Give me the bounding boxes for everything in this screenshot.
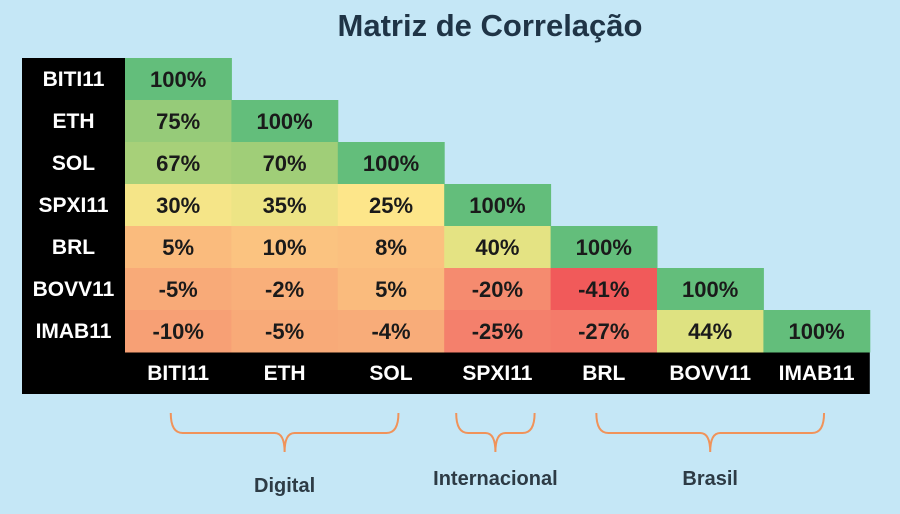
matrix-cell-sol-eth bbox=[231, 142, 339, 185]
cell-value: 5% bbox=[162, 235, 194, 260]
column-label-brl: BRL bbox=[582, 362, 625, 385]
matrix-cell-brl-eth bbox=[231, 226, 339, 269]
cell-value: 30% bbox=[156, 193, 200, 218]
column-label-background bbox=[22, 352, 870, 394]
row-label-brl: BRL bbox=[52, 236, 95, 259]
matrix-cell-spxi11-eth bbox=[231, 184, 339, 227]
group-label-brasil: Brasil bbox=[682, 468, 738, 490]
column-label-sol: SOL bbox=[369, 362, 412, 385]
column-label-bovv11: BOVV11 bbox=[669, 362, 751, 385]
cell-value: -25% bbox=[472, 319, 523, 344]
matrix-cell-biti11-biti11 bbox=[125, 58, 232, 101]
cell-value: 35% bbox=[263, 193, 307, 218]
chart-title: Matriz de Correlação bbox=[337, 8, 643, 43]
column-label-imab11: IMAB11 bbox=[779, 362, 855, 385]
cell-value: -2% bbox=[265, 277, 304, 302]
column-label-eth: ETH bbox=[264, 362, 306, 385]
matrix-cell-bovv11-eth bbox=[231, 268, 339, 311]
matrix-cell-imab11-imab11 bbox=[763, 310, 871, 353]
row-label-eth: ETH bbox=[53, 110, 95, 133]
cell-value: 100% bbox=[256, 109, 312, 134]
group-bracket-brasil bbox=[595, 412, 826, 453]
cell-value: 5% bbox=[375, 277, 407, 302]
column-label-spxi11: SPXI11 bbox=[462, 362, 532, 385]
cell-value: 44% bbox=[688, 319, 732, 344]
matrix-cell-bovv11-brl bbox=[550, 268, 658, 311]
column-label-biti11: BITI11 bbox=[147, 362, 209, 385]
cell-value: 25% bbox=[369, 193, 413, 218]
matrix-cell-eth-biti11 bbox=[125, 100, 232, 143]
row-label-spxi11: SPXI11 bbox=[38, 194, 108, 217]
matrix-cell-brl-biti11 bbox=[125, 226, 232, 269]
cell-value: -5% bbox=[159, 277, 198, 302]
matrix-cell-spxi11-spxi11 bbox=[444, 184, 552, 227]
matrix-cell-spxi11-sol bbox=[337, 184, 445, 227]
group-label-digital: Digital bbox=[254, 475, 315, 497]
cell-value: 100% bbox=[576, 235, 632, 260]
cell-value: 8% bbox=[375, 235, 407, 260]
matrix-cell-sol-sol bbox=[337, 142, 445, 185]
row-label-bovv11: BOVV11 bbox=[33, 278, 115, 301]
cell-value: 100% bbox=[150, 67, 206, 92]
row-label-imab11: IMAB11 bbox=[36, 320, 112, 343]
matrix-cell-bovv11-sol bbox=[337, 268, 445, 311]
group-bracket-digital bbox=[169, 412, 400, 453]
matrix-cell-brl-brl bbox=[550, 226, 658, 269]
cell-value: 10% bbox=[263, 235, 307, 260]
cell-value: 70% bbox=[263, 151, 307, 176]
cell-value: -27% bbox=[578, 319, 629, 344]
cell-value: -5% bbox=[265, 319, 304, 344]
row-label-background bbox=[22, 58, 125, 394]
matrix-cell-bovv11-spxi11 bbox=[444, 268, 552, 311]
matrix-cell-brl-spxi11 bbox=[444, 226, 552, 269]
cell-value: 100% bbox=[469, 193, 525, 218]
cell-value: 40% bbox=[475, 235, 519, 260]
matrix-cell-imab11-brl bbox=[550, 310, 658, 353]
matrix-cell-sol-biti11 bbox=[125, 142, 232, 185]
row-label-biti11: BITI11 bbox=[43, 68, 105, 91]
cell-value: 75% bbox=[156, 109, 200, 134]
cell-value: 100% bbox=[682, 277, 738, 302]
group-label-internacional: Internacional bbox=[433, 468, 557, 490]
cell-value: 100% bbox=[363, 151, 419, 176]
matrix-cell-bovv11-bovv11 bbox=[657, 268, 764, 311]
matrix-cell-imab11-eth bbox=[231, 310, 339, 353]
cell-value: -4% bbox=[371, 319, 410, 344]
matrix-cell-imab11-sol bbox=[337, 310, 445, 353]
matrix-cell-brl-sol bbox=[337, 226, 445, 269]
matrix-cell-imab11-bovv11 bbox=[657, 310, 764, 353]
matrix-cell-bovv11-biti11 bbox=[125, 268, 232, 311]
group-bracket-internacional bbox=[455, 412, 536, 453]
matrix-cell-spxi11-biti11 bbox=[125, 184, 232, 227]
matrix-cell-imab11-spxi11 bbox=[444, 310, 552, 353]
cell-value: -41% bbox=[578, 277, 629, 302]
cell-value: -20% bbox=[472, 277, 523, 302]
matrix-cell-eth-eth bbox=[231, 100, 339, 143]
cell-value: 67% bbox=[156, 151, 200, 176]
cell-value: -10% bbox=[153, 319, 204, 344]
matrix-cell-imab11-biti11 bbox=[125, 310, 232, 353]
cell-value: 100% bbox=[788, 319, 844, 344]
row-label-sol: SOL bbox=[52, 152, 95, 175]
